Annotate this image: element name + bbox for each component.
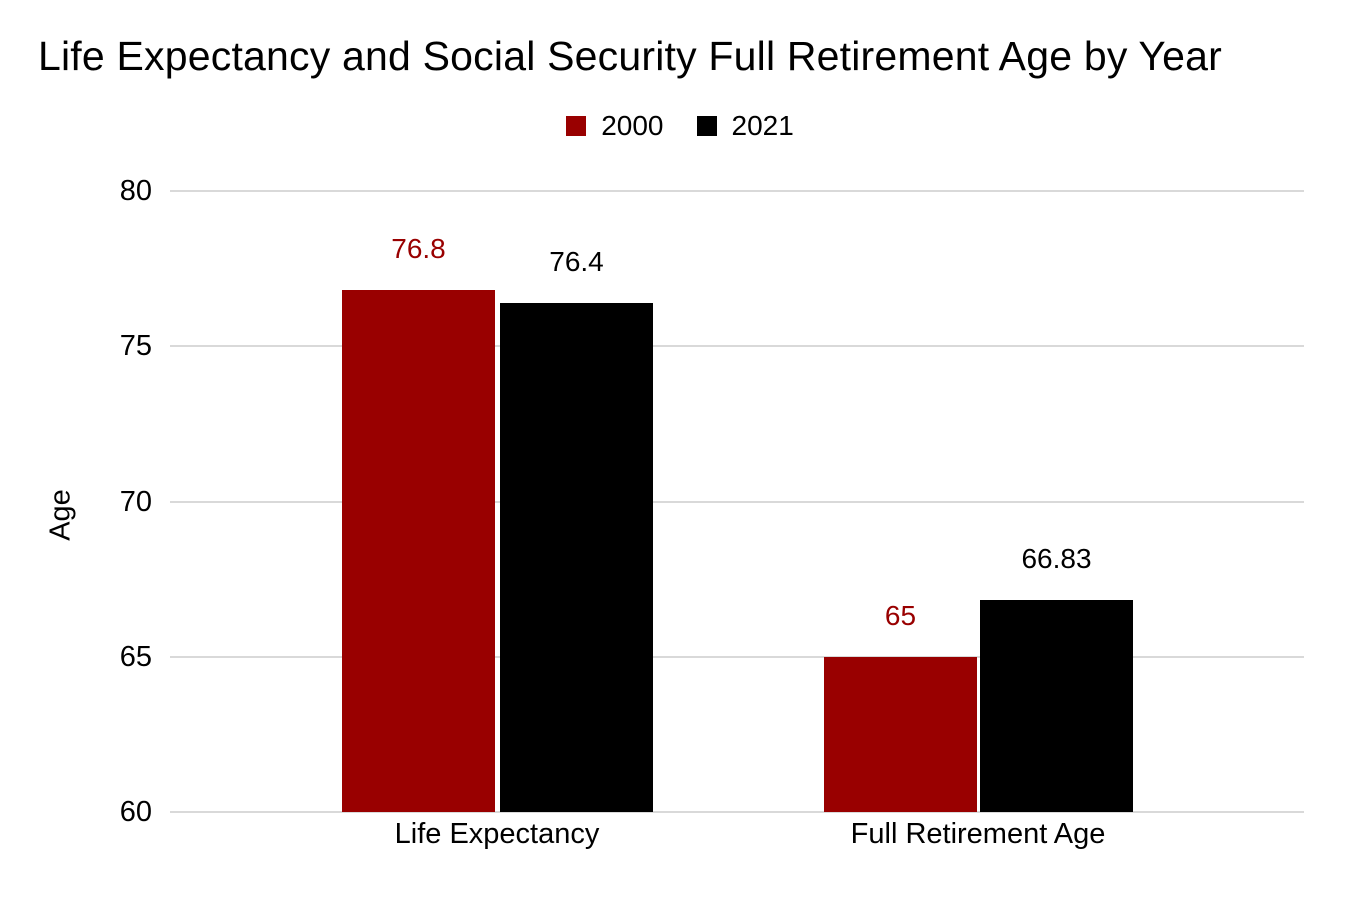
y-tick-label-70: 70 xyxy=(119,485,152,518)
bar-value-label-life-expectancy-2000: 76.8 xyxy=(391,233,446,265)
x-axis-label-life-expectancy: Life Expectancy xyxy=(394,818,600,850)
legend: 2000 2021 xyxy=(0,112,1360,140)
gridline-75 xyxy=(170,345,1304,348)
legend-item-2021: 2021 xyxy=(696,110,794,141)
bar-value-label-full-retirement-age-2000: 65 xyxy=(884,599,917,631)
bar-life-expectancy-2000 xyxy=(342,290,495,812)
legend-swatch-2000 xyxy=(566,116,587,136)
x-axis-label-full-retirement-age: Full Retirement Age xyxy=(850,818,1106,850)
legend-item-2000: 2000 xyxy=(566,110,664,141)
bar-full-retirement-age-2000 xyxy=(824,656,977,812)
bar-full-retirement-age-2021 xyxy=(980,599,1133,812)
gridline-65 xyxy=(170,655,1304,658)
gridline-80 xyxy=(170,190,1304,192)
legend-label-2000: 2000 xyxy=(601,110,664,141)
gridline-70 xyxy=(170,500,1304,503)
gridlines: 80 75 70 65 60 xyxy=(120,175,1304,828)
bar-life-expectancy-2021 xyxy=(500,302,653,812)
y-tick-label-75: 75 xyxy=(119,330,152,363)
bar-value-label-life-expectancy-2021: 76.4 xyxy=(549,245,604,277)
y-tick-label-60: 60 xyxy=(119,796,152,828)
legend-swatch-2021 xyxy=(696,116,717,136)
y-tick-label-65: 65 xyxy=(119,640,152,673)
plot-area: 80 75 70 65 60 76.8 76.4 65 66.83 xyxy=(120,175,1304,828)
y-tick-label-80: 80 xyxy=(119,175,152,207)
gridline-60 xyxy=(170,811,1304,813)
legend-label-2021: 2021 xyxy=(731,110,794,141)
chart-title: Life Expectancy and Social Security Full… xyxy=(38,33,1223,79)
bar-value-label-full-retirement-age-2021: 66.83 xyxy=(1021,542,1092,574)
